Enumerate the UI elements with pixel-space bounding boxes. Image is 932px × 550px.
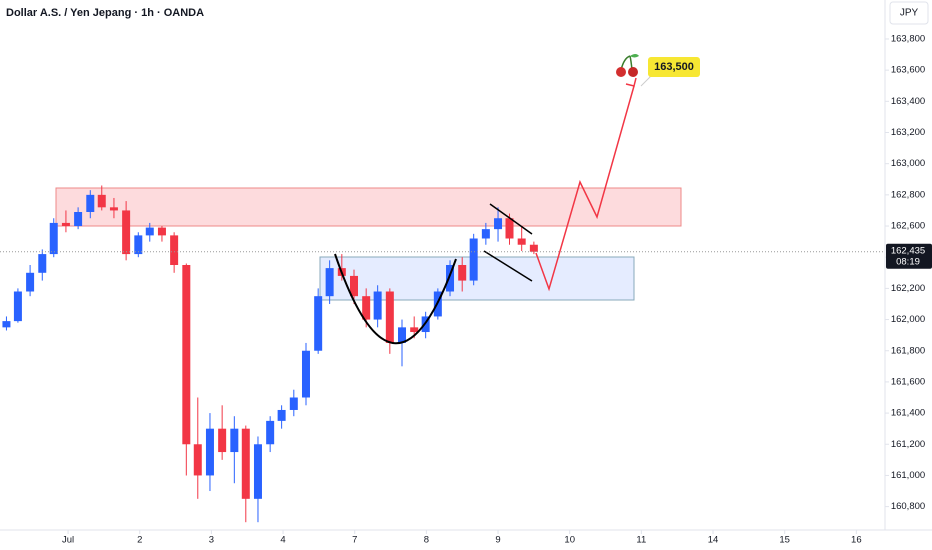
y-tick-label: 162,000 xyxy=(891,314,925,325)
currency-box[interactable] xyxy=(889,1,929,25)
resistance-zone xyxy=(55,187,682,227)
candle-body xyxy=(505,218,514,239)
y-tick-label: 163,800 xyxy=(891,33,925,44)
candle-body xyxy=(481,229,490,239)
candle-body xyxy=(61,222,70,227)
cherry-icon xyxy=(616,54,639,77)
candle-body xyxy=(26,272,35,292)
candle-body xyxy=(373,291,382,320)
candle-body xyxy=(230,428,239,453)
y-tick-label: 163,200 xyxy=(891,127,925,138)
candle-body xyxy=(134,235,143,255)
candle-body xyxy=(469,238,478,281)
candle-body xyxy=(38,254,47,273)
chart-title: Dollar A.S. / Yen Jepang · 1h · OANDA xyxy=(6,7,204,19)
y-tick-label: 161,400 xyxy=(891,408,925,419)
candle-body xyxy=(385,291,394,343)
x-tick-label: 15 xyxy=(779,535,790,546)
candle-body xyxy=(86,194,95,212)
cup-curve xyxy=(334,253,457,345)
x-tick-label: 8 xyxy=(424,535,429,546)
last-price-box xyxy=(886,243,932,269)
x-tick-label: 16 xyxy=(851,535,862,546)
candle-body xyxy=(145,227,154,236)
candle-body xyxy=(314,296,323,351)
candle-body xyxy=(458,265,467,281)
candle-body xyxy=(97,194,106,208)
y-tick-label: 160,800 xyxy=(891,501,925,512)
x-tick-label: 11 xyxy=(636,535,646,546)
x-tick-label: Jul xyxy=(62,535,74,546)
y-tick-label: 163,000 xyxy=(891,158,925,169)
candle-body xyxy=(109,207,118,211)
candle-body xyxy=(446,265,455,292)
candle-body xyxy=(241,428,250,499)
y-tick-label: 161,200 xyxy=(891,439,925,450)
candle-body xyxy=(74,212,83,227)
x-tick-label: 2 xyxy=(137,535,142,546)
candle-body xyxy=(398,327,407,343)
last-price-label: 162,435 xyxy=(891,245,925,256)
projection-arrow xyxy=(535,85,635,292)
y-tick-label: 163,400 xyxy=(891,96,925,107)
target-label-bg xyxy=(648,57,700,77)
x-tick-label: 7 xyxy=(352,535,357,546)
x-tick-label: 14 xyxy=(708,535,719,546)
flag-line xyxy=(489,203,533,235)
y-tick-label: 163,600 xyxy=(891,65,925,76)
candle-body xyxy=(205,428,214,476)
candle-body xyxy=(170,235,179,265)
countdown-label: 08:19 xyxy=(896,256,920,267)
candle-body xyxy=(253,444,262,499)
candle-body xyxy=(517,238,526,245)
candle-body xyxy=(193,444,202,476)
candle-body xyxy=(494,218,503,230)
candle-body xyxy=(350,275,358,297)
y-tick-label: 162,200 xyxy=(891,283,925,294)
candle-body xyxy=(2,321,11,328)
candle-body xyxy=(218,428,227,453)
y-tick-label: 161,600 xyxy=(891,376,925,387)
candle-body xyxy=(301,350,310,398)
candle-body xyxy=(122,210,131,255)
y-tick-label: 161,800 xyxy=(891,345,925,356)
candle-body xyxy=(277,409,286,421)
currency-label: JPY xyxy=(900,8,919,19)
y-tick-label: 162,800 xyxy=(891,189,925,200)
candle-body xyxy=(13,291,22,322)
candle-body xyxy=(266,420,275,445)
arrow-head xyxy=(625,77,637,87)
candle-body xyxy=(182,265,191,445)
target-label: 163,500 xyxy=(654,61,694,73)
candle-body xyxy=(289,397,298,410)
x-tick-label: 9 xyxy=(495,535,500,546)
candle-body xyxy=(529,244,538,252)
candle-body xyxy=(410,327,419,333)
candle-body xyxy=(362,296,371,320)
candle-body xyxy=(157,227,166,236)
y-tick-label: 162,600 xyxy=(891,221,925,232)
x-tick-label: 3 xyxy=(209,535,214,546)
x-tick-label: 10 xyxy=(564,535,575,546)
x-tick-label: 4 xyxy=(280,535,285,546)
candle-body xyxy=(325,268,334,297)
y-tick-label: 161,000 xyxy=(891,470,925,481)
candle-body xyxy=(49,222,58,255)
flag-line xyxy=(483,250,533,282)
